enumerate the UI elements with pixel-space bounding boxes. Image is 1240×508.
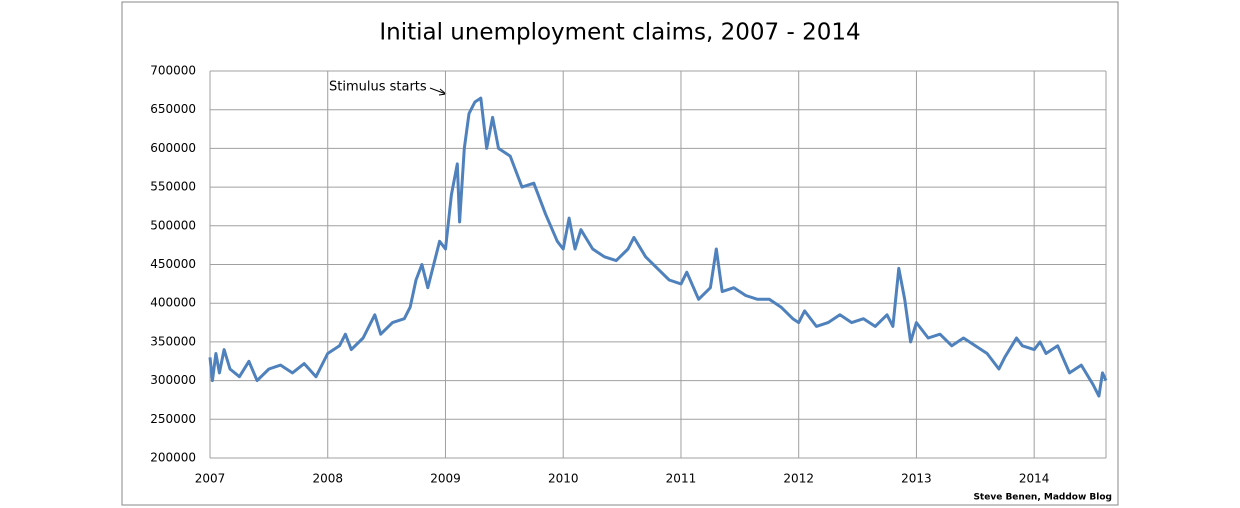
chart-title: Initial unemployment claims, 2007 - 2014: [379, 20, 860, 46]
y-tick-label: 350000: [150, 334, 196, 348]
chart-frame: [121, 1, 1119, 506]
x-tick-label: 2009: [430, 472, 461, 486]
x-tick-label: 2014: [1019, 472, 1050, 486]
annotation-arrow: [429, 87, 447, 95]
y-tick-label: 500000: [150, 218, 196, 232]
y-tick-label: 450000: [150, 257, 196, 271]
x-tick-label: 2012: [783, 472, 814, 486]
y-tick-label: 650000: [150, 102, 196, 116]
y-tick-label: 550000: [150, 180, 196, 194]
x-tick-label: 2011: [666, 472, 697, 486]
credit: Steve Benen, Maddow Blog: [973, 493, 1112, 503]
y-tick-label: 200000: [150, 451, 196, 465]
annotation: Stimulus starts: [329, 80, 427, 95]
y-tick-label: 600000: [150, 141, 196, 155]
y-tick-label: 400000: [150, 296, 196, 310]
x-tick-label: 2008: [312, 472, 343, 486]
y-tick-label: 700000: [150, 64, 196, 78]
y-tick-label: 300000: [150, 373, 196, 387]
x-tick-label: 2013: [901, 472, 932, 486]
x-tick-label: 2007: [195, 472, 226, 486]
data-line: [208, 96, 1108, 398]
x-tick-label: 2010: [548, 472, 579, 486]
y-tick-label: 250000: [150, 412, 196, 426]
